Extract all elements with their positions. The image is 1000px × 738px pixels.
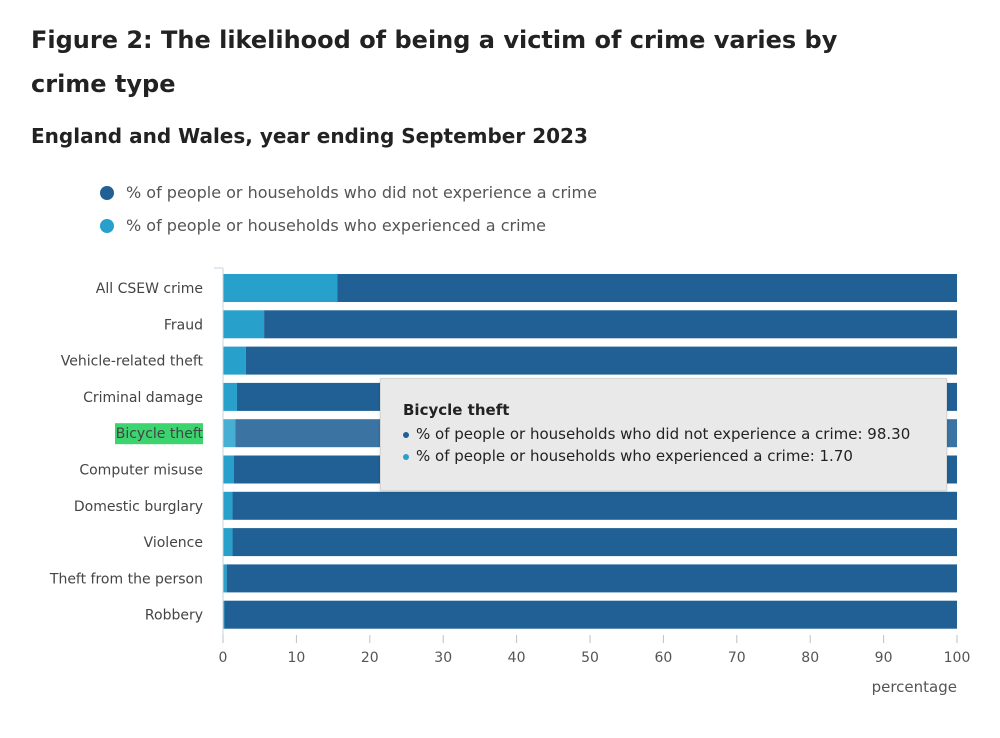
x-tick-label-100: 100 <box>944 650 971 666</box>
x-tick-label-10: 10 <box>287 650 305 666</box>
bar-not-experienced-vehicle-related-theft[interactable] <box>245 346 957 375</box>
category-label-theft-from-the-person: Theft from the person <box>49 571 203 587</box>
category-label-violence: Violence <box>144 535 203 551</box>
tooltip-text-not-experienced: % of people or households who did not ex… <box>416 425 911 443</box>
tooltip-dot-experienced <box>403 453 409 460</box>
x-axis-title: percentage <box>872 678 957 696</box>
legend-marker-experienced <box>100 218 114 233</box>
category-highlight-bicycle-theft <box>115 423 203 445</box>
category-label-computer-misuse: Computer misuse <box>79 463 203 479</box>
tooltip-row-not-experienced: % of people or households who did not ex… <box>403 423 946 445</box>
bar-experienced-violence[interactable] <box>223 528 233 557</box>
bar-not-experienced-fraud[interactable] <box>264 310 957 339</box>
bar-experienced-criminal-damage[interactable] <box>223 382 237 411</box>
x-tick-label-50: 50 <box>581 650 599 666</box>
bar-experienced-fraud[interactable] <box>223 310 265 339</box>
bar-not-experienced-all-csew-crime[interactable] <box>337 274 957 302</box>
category-label-fraud: Fraud <box>164 317 203 333</box>
chart-tooltip: Bicycle theft % of people or households … <box>380 378 947 491</box>
category-label-robbery: Robbery <box>145 608 203 624</box>
tooltip-title: Bicycle theft <box>403 401 510 419</box>
bar-experienced-vehicle-related-theft[interactable] <box>223 346 246 375</box>
bar-not-experienced-theft-from-the-person[interactable] <box>226 564 958 593</box>
tooltip-row-experienced: % of people or households who experience… <box>403 445 946 467</box>
bar-experienced-robbery[interactable] <box>223 600 225 629</box>
legend-item-not-experienced[interactable]: % of people or households who did not ex… <box>100 176 597 209</box>
category-label-vehicle-related-theft: Vehicle-related theft <box>61 354 204 370</box>
category-label-bicycle-theft: Bicycle theft <box>116 426 204 442</box>
tooltip-text-experienced: % of people or households who experience… <box>416 447 853 465</box>
legend-marker-not-experienced <box>100 185 114 200</box>
chart-legend: % of people or households who did not ex… <box>100 176 597 242</box>
chart-title: Figure 2: The likelihood of being a vict… <box>31 26 838 98</box>
bar-experienced-computer-misuse[interactable] <box>223 455 235 484</box>
x-tick-label-40: 40 <box>508 650 526 666</box>
bar-experienced-bicycle-theft[interactable] <box>223 419 236 448</box>
category-label-domestic-burglary: Domestic burglary <box>74 499 203 515</box>
x-tick-label-20: 20 <box>361 650 379 666</box>
legend-label-not-experienced: % of people or households who did not ex… <box>126 183 597 202</box>
category-label-all-csew-crime: All CSEW crime <box>96 281 203 297</box>
x-tick-label-60: 60 <box>654 650 672 666</box>
legend-label-experienced: % of people or households who experience… <box>126 216 546 235</box>
bar-not-experienced-violence[interactable] <box>232 528 958 557</box>
chart-subtitle: England and Wales, year ending September… <box>31 124 588 148</box>
bar-not-experienced-domestic-burglary[interactable] <box>232 491 958 520</box>
bar-not-experienced-robbery[interactable] <box>224 600 957 629</box>
bar-experienced-theft-from-the-person[interactable] <box>223 564 227 593</box>
tooltip-dot-not-experienced <box>403 431 409 438</box>
bar-experienced-domestic-burglary[interactable] <box>223 491 233 520</box>
bar-experienced-all-csew-crime[interactable] <box>223 274 338 302</box>
x-tick-label-90: 90 <box>875 650 893 666</box>
x-tick-label-30: 30 <box>434 650 452 666</box>
category-label-criminal-damage: Criminal damage <box>83 390 203 406</box>
x-tick-label-80: 80 <box>801 650 819 666</box>
axes-group: All CSEW crime Fraud Vehicle-related theft… <box>49 267 971 696</box>
x-tick-label-70: 70 <box>728 650 746 666</box>
legend-item-experienced[interactable]: % of people or households who experience… <box>100 209 597 242</box>
x-tick-label-0: 0 <box>219 650 228 666</box>
